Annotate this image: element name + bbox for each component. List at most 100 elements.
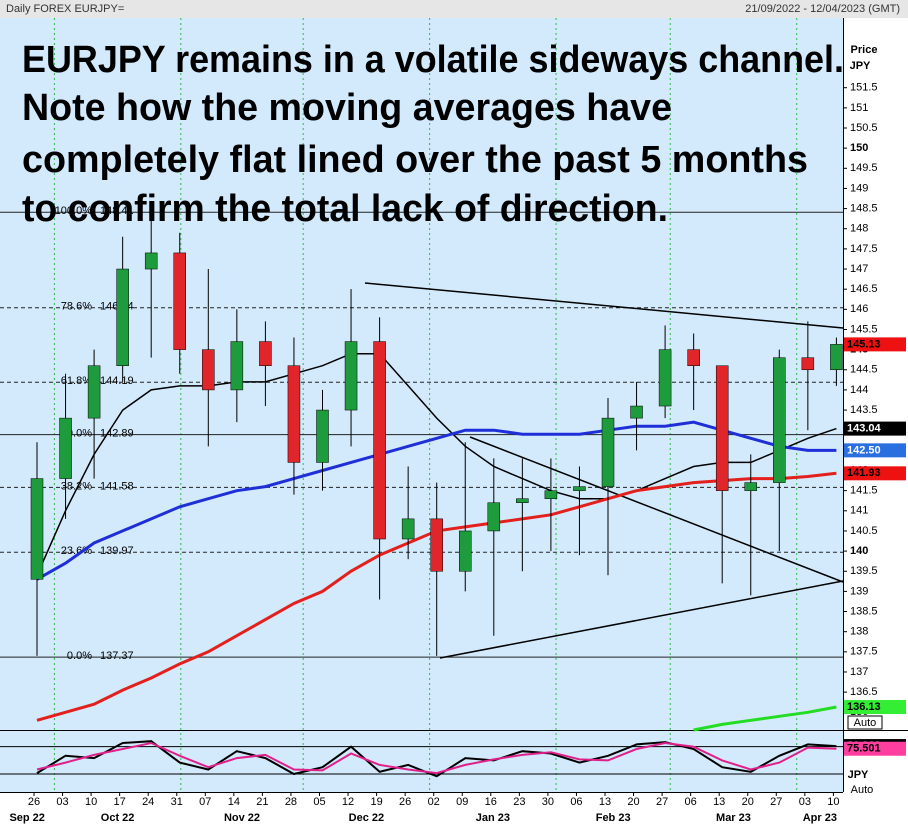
x-tick-label: 05 (313, 796, 325, 808)
x-tick-label: 19 (370, 796, 382, 808)
x-tick-label: 26 (399, 796, 411, 808)
y-tick-label: 141.5 (850, 485, 878, 497)
candle-body (430, 518, 443, 572)
candle-body (173, 252, 186, 350)
candle-body (401, 518, 415, 540)
y-tick-label: 148.5 (850, 202, 878, 214)
y-tick-label: 137 (850, 666, 868, 678)
y-tick-label: 138.5 (850, 605, 878, 617)
candle-body (715, 365, 729, 491)
candle-body (773, 357, 786, 483)
candle-body (830, 344, 843, 371)
candle-body (630, 405, 643, 419)
x-tick-label: 14 (228, 796, 240, 808)
y-tick-label: 137.5 (850, 646, 878, 658)
price-tag-label: 142.50 (847, 444, 881, 456)
fib-percent: 100.0% (55, 205, 93, 217)
x-tick-label: 20 (742, 796, 754, 808)
y-tick-label: 146.5 (850, 283, 878, 295)
price-tag (844, 337, 906, 352)
candle-body (259, 341, 272, 366)
candle-body (344, 341, 358, 411)
price-tag-label: 143.04 (847, 423, 882, 435)
osc-currency: JPY (848, 769, 869, 781)
y-tick-label: 150.5 (850, 122, 878, 134)
y-tick-label: 146 (850, 303, 868, 315)
x-tick-label: 06 (685, 796, 697, 808)
month-label: Sep 22 (9, 812, 44, 824)
osc-line (36, 741, 837, 775)
x-tick-label: 07 (199, 796, 211, 808)
osc-auto[interactable]: Auto (851, 784, 874, 796)
x-tick-label: 02 (428, 796, 440, 808)
x-tick-label: 12 (342, 796, 354, 808)
x-tick-label: 10 (827, 796, 839, 808)
auto-label[interactable]: Auto (854, 717, 877, 729)
price-tag (844, 443, 906, 458)
x-tick-label: 24 (142, 796, 154, 808)
month-label: Apr 23 (803, 812, 837, 824)
x-tick-label: 31 (171, 796, 183, 808)
fib-percent: 38.2% (61, 480, 92, 492)
fib-percent: 61.8% (61, 375, 92, 387)
y-tick-label: 141 (850, 505, 868, 517)
price-tag (844, 700, 906, 715)
month-label: Oct 22 (101, 812, 135, 824)
y-tick-label: 143.5 (850, 404, 878, 416)
x-tick-label: 28 (285, 796, 297, 808)
candles (30, 216, 843, 656)
x-tick-label: 03 (56, 796, 68, 808)
x-tick-label: 10 (85, 796, 97, 808)
price-tag-label: 145.13 (847, 338, 881, 350)
oscillator: 81.36875.501 (0, 739, 906, 778)
x-tick-label: 27 (656, 796, 668, 808)
price-tag (844, 466, 906, 481)
moving-average (36, 420, 837, 581)
candle-body (144, 252, 158, 270)
candle-body (230, 341, 244, 391)
x-tick-label: 27 (770, 796, 782, 808)
candle-body (487, 502, 501, 532)
y-tick-label: 147.5 (850, 243, 878, 255)
auto-button[interactable] (847, 715, 883, 730)
candle-body (744, 482, 757, 491)
x-tick-label: 30 (542, 796, 554, 808)
fib-value: 139.97 (100, 545, 134, 557)
candle-body (87, 365, 101, 419)
headline-line: to confirm the total lack of direction. (22, 188, 668, 230)
candle-body (516, 498, 529, 503)
fib-value: 142.89 (100, 428, 134, 440)
x-tick-label: 16 (485, 796, 497, 808)
y-tick-label: 147 (850, 263, 868, 275)
y-tick-label: 144 (850, 384, 868, 396)
header-bar (0, 0, 908, 18)
y-tick-label: 149.5 (850, 162, 878, 174)
candle-body (573, 486, 586, 491)
price-tag-label: 136.13 (847, 701, 881, 713)
month-label: Jan 23 (476, 812, 510, 824)
x-tick-label: 20 (627, 796, 639, 808)
candle-body (373, 341, 386, 540)
price-tag-label: 141.93 (847, 467, 881, 479)
trendlines (364, 282, 844, 659)
axis-title: Price (851, 44, 878, 56)
y-tick-label: 138 (850, 626, 868, 638)
candle-body (116, 268, 129, 366)
axes: 136136.5137137.5138138.5139139.5140140.5… (9, 82, 906, 824)
y-tick-label: 151.5 (850, 82, 878, 94)
trendline (364, 282, 844, 329)
fib-value: 137.37 (100, 650, 134, 662)
fib-value: 144.19 (100, 375, 134, 387)
x-tick-label: 23 (513, 796, 525, 808)
plot-area (0, 18, 843, 730)
osc-tag (844, 741, 906, 756)
x-tick-label: 09 (456, 796, 468, 808)
trendline (469, 436, 844, 583)
fib-value: 148.41 (100, 205, 134, 217)
x-tick-label: 13 (599, 796, 611, 808)
headline: EURJPY remains in a volatile sideways ch… (22, 39, 844, 230)
y-tick-label: 139 (850, 585, 868, 597)
month-label: Nov 22 (224, 812, 260, 824)
x-tick-label: 21 (256, 796, 268, 808)
